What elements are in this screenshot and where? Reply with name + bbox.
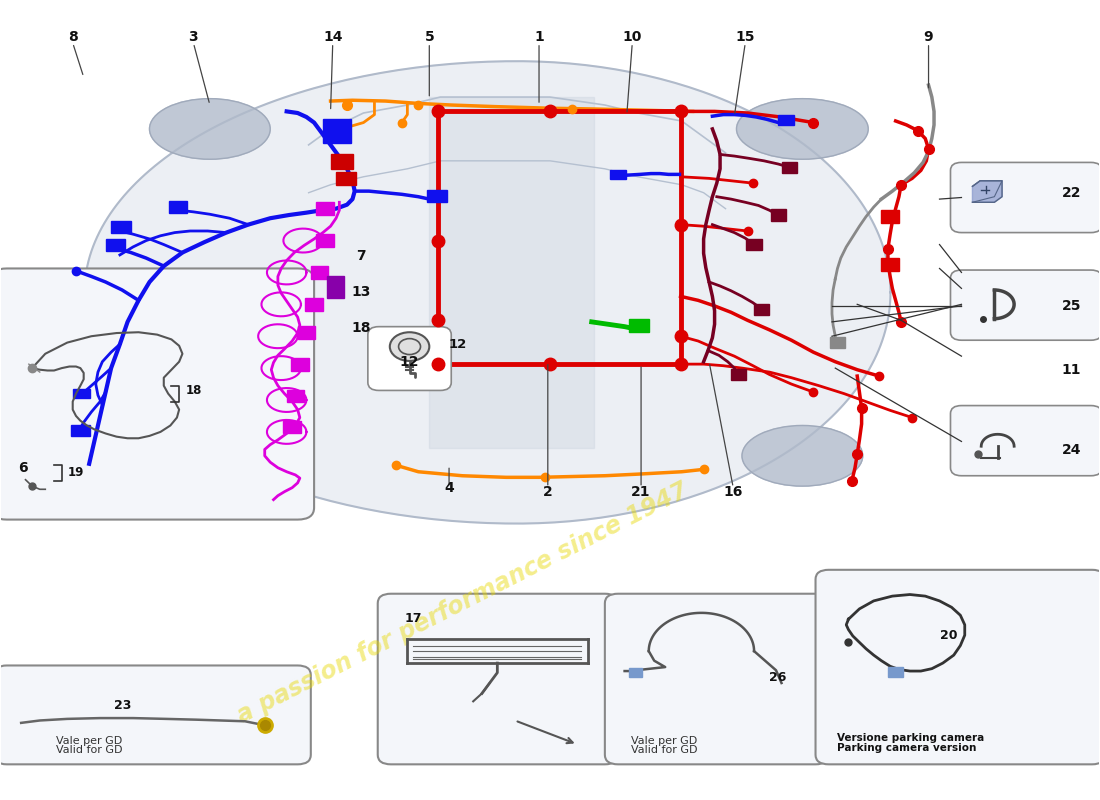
Bar [106, 239, 125, 251]
Bar [755, 303, 769, 314]
Bar [317, 202, 333, 215]
Text: 10: 10 [623, 30, 642, 44]
Text: Versione parking camera: Versione parking camera [837, 734, 984, 743]
Bar [323, 119, 351, 143]
Text: 14: 14 [323, 30, 342, 44]
Ellipse shape [150, 426, 271, 486]
Bar [292, 358, 309, 370]
Text: 4: 4 [444, 481, 454, 494]
Text: 13: 13 [352, 286, 371, 299]
Text: 25: 25 [1062, 299, 1081, 313]
Text: 7: 7 [356, 250, 366, 263]
Text: 3: 3 [188, 30, 198, 44]
Bar [888, 667, 903, 677]
Bar [328, 276, 343, 298]
Ellipse shape [139, 277, 227, 364]
Ellipse shape [737, 98, 868, 159]
Text: 19: 19 [67, 466, 84, 478]
Bar [629, 319, 649, 332]
Ellipse shape [150, 98, 271, 159]
Bar [284, 421, 301, 434]
Ellipse shape [210, 277, 298, 364]
Bar [770, 210, 785, 221]
Bar [629, 668, 642, 678]
Text: 23: 23 [114, 698, 132, 711]
Text: 9: 9 [924, 30, 934, 44]
FancyBboxPatch shape [605, 594, 828, 764]
Polygon shape [972, 181, 1002, 202]
Text: 15: 15 [736, 30, 755, 44]
Bar [829, 337, 845, 348]
FancyBboxPatch shape [950, 162, 1100, 233]
Bar [298, 326, 316, 338]
Bar [747, 239, 762, 250]
Text: 12: 12 [449, 338, 468, 351]
Text: 1: 1 [535, 30, 543, 44]
Text: Valid for GD: Valid for GD [631, 745, 697, 755]
Text: Valid for GD: Valid for GD [56, 745, 123, 755]
Bar [336, 172, 355, 185]
Bar [317, 234, 333, 247]
Text: 24: 24 [1062, 443, 1081, 458]
Bar [306, 298, 323, 310]
FancyBboxPatch shape [367, 326, 451, 390]
Text: 6: 6 [19, 461, 29, 474]
Polygon shape [429, 97, 594, 448]
FancyBboxPatch shape [950, 406, 1100, 476]
Bar [287, 390, 305, 402]
Bar [311, 266, 329, 279]
Text: 18: 18 [352, 322, 371, 335]
FancyBboxPatch shape [377, 594, 618, 764]
Bar [881, 258, 899, 271]
Bar [781, 162, 796, 173]
Polygon shape [85, 61, 891, 523]
Text: 5: 5 [425, 30, 435, 44]
Bar [778, 115, 793, 125]
Text: 21: 21 [631, 485, 651, 498]
Text: 16: 16 [724, 485, 743, 498]
Text: 18: 18 [186, 384, 202, 397]
Text: 22: 22 [1062, 186, 1081, 200]
Bar [331, 154, 352, 169]
Text: Vale per GD: Vale per GD [56, 736, 122, 746]
FancyBboxPatch shape [0, 666, 311, 764]
Ellipse shape [742, 426, 862, 486]
Bar [73, 389, 90, 398]
Text: 8: 8 [68, 30, 78, 44]
Bar [427, 190, 447, 202]
Bar [610, 170, 626, 179]
Text: Vale per GD: Vale per GD [631, 736, 697, 746]
Text: 2: 2 [543, 485, 552, 498]
Bar [111, 221, 131, 233]
Bar [70, 425, 90, 436]
Text: a passion for performance since 1947: a passion for performance since 1947 [233, 478, 692, 728]
Bar [169, 202, 187, 213]
FancyBboxPatch shape [815, 570, 1100, 764]
Bar [732, 369, 747, 380]
FancyBboxPatch shape [950, 270, 1100, 340]
Text: 17: 17 [404, 612, 421, 625]
Text: 26: 26 [769, 670, 786, 684]
FancyBboxPatch shape [0, 269, 315, 519]
Bar [881, 210, 899, 223]
Text: 20: 20 [939, 629, 957, 642]
Text: 12: 12 [399, 354, 419, 369]
Circle shape [389, 332, 429, 361]
Text: 11: 11 [1062, 362, 1081, 377]
Text: Parking camera version: Parking camera version [837, 742, 977, 753]
